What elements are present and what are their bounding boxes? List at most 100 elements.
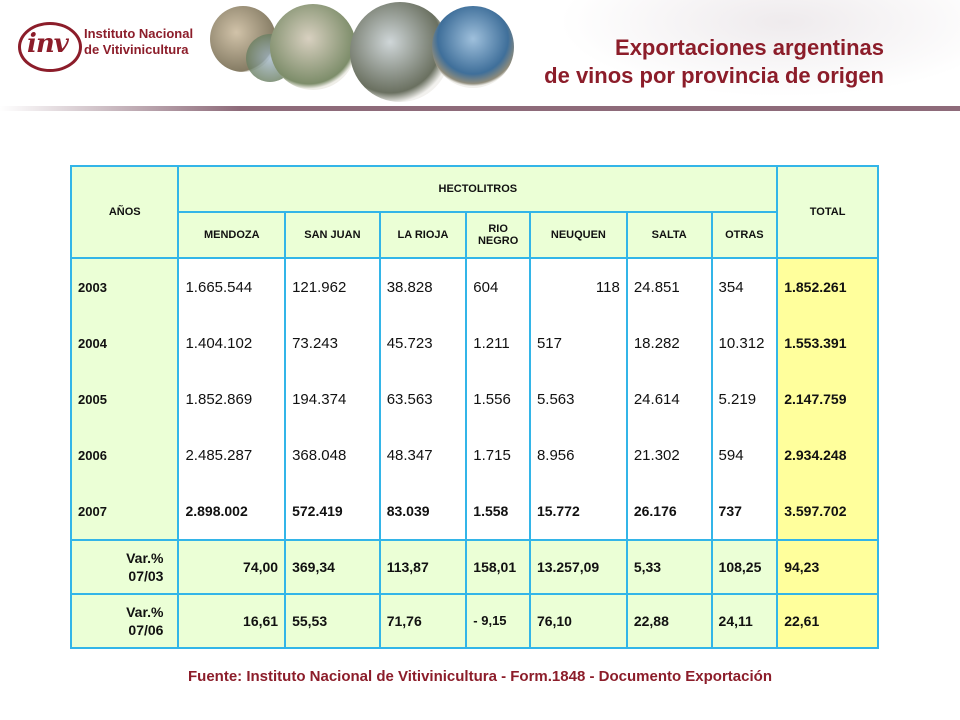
value-cell: 1.558: [465, 483, 531, 540]
variation-cell: 113,87: [378, 539, 468, 595]
value-cell: 354: [710, 258, 779, 315]
value-cell: 1.404.102: [177, 315, 287, 371]
inv-logo-mark: inv: [18, 22, 82, 72]
value-cell: 2.485.287: [177, 427, 287, 483]
value-cell: 24.851: [625, 258, 713, 315]
variation-cell: 24,11: [710, 593, 779, 649]
value-cell: 63.563: [378, 371, 468, 427]
total-cell: 2.934.248: [776, 427, 879, 483]
header-photo-collage: [210, 0, 540, 102]
value-cell: 24.614: [625, 371, 713, 427]
value-cell: 10.312: [710, 315, 779, 371]
variation-cell: 369,34: [284, 539, 381, 595]
variation-cell: 22,88: [625, 593, 713, 649]
exports-table: AÑOS HECTOLITROS TOTAL MENDOZA SAN JUAN …: [69, 165, 879, 649]
source-note: Fuente: Instituto Nacional de Vitivinicu…: [188, 668, 772, 685]
header-total: TOTAL: [776, 165, 879, 259]
header-otras: OTRAS: [710, 211, 779, 259]
value-cell: 572.419: [284, 483, 381, 540]
value-cell: 368.048: [284, 427, 381, 483]
variation-label-line-1: Var.%: [126, 604, 164, 620]
header-rio-negro: RIO NEGRO: [465, 211, 531, 259]
logo-mark-text: inv: [27, 29, 69, 59]
variation-row: Var.% 07/06 16,61 55,53 71,76 - 9,15 76,…: [69, 593, 879, 649]
table-row: 2005 1.852.869 194.374 63.563 1.556 5.56…: [69, 371, 879, 427]
value-cell: 45.723: [378, 315, 468, 371]
value-cell: 83.039: [378, 483, 468, 540]
variation-total-cell: 22,61: [776, 593, 879, 649]
value-cell: 15.772: [528, 483, 628, 540]
header-years: AÑOS: [69, 165, 180, 259]
header-row-1: AÑOS HECTOLITROS TOTAL: [69, 165, 879, 259]
variation-row: Var.% 07/03 74,00 369,34 113,87 158,01 1…: [69, 539, 879, 595]
variation-cell: 71,76: [378, 593, 468, 649]
title-divider-fade: [0, 106, 240, 111]
variation-total-cell: 94,23: [776, 539, 879, 595]
title-line-2: de vinos por provincia de origen: [544, 63, 884, 88]
variation-cell: 76,10: [528, 593, 628, 649]
value-cell: 38.828: [378, 258, 468, 315]
variation-cell: 158,01: [465, 539, 531, 595]
logo-text: Instituto Nacional de Vitivinicultura: [84, 26, 193, 58]
value-cell: 118: [528, 258, 628, 315]
value-cell: 594: [710, 427, 779, 483]
value-cell: 517: [528, 315, 628, 371]
value-cell: 8.956: [528, 427, 628, 483]
value-cell: 1.715: [465, 427, 531, 483]
value-cell: 73.243: [284, 315, 381, 371]
total-cell: 3.597.702: [776, 483, 879, 540]
vineyard-photo-5: [432, 6, 514, 88]
logo-line-1: Instituto Nacional: [84, 26, 194, 41]
value-cell: 604: [465, 258, 531, 315]
value-cell: 26.176: [625, 483, 713, 540]
total-cell: 2.147.759: [776, 371, 879, 427]
inv-logo: inv Instituto Nacional de Vitivinicultur…: [12, 14, 212, 74]
variation-cell: 5,33: [625, 539, 713, 595]
value-cell: 5.563: [528, 371, 628, 427]
vineyard-photo-3: [270, 4, 356, 90]
variation-label-line-2: 07/06: [128, 622, 164, 638]
header-neuquen: NEUQUEN: [528, 211, 628, 259]
year-cell: 2007: [69, 483, 180, 540]
title-divider: [0, 106, 960, 111]
variation-cell: 16,61: [177, 593, 287, 649]
value-cell: 2.898.002: [177, 483, 287, 540]
value-cell: 121.962: [284, 258, 381, 315]
value-cell: 18.282: [625, 315, 713, 371]
value-cell: 5.219: [710, 371, 779, 427]
value-cell: 1.852.869: [177, 371, 287, 427]
title-line-1: Exportaciones argentinas: [615, 35, 884, 60]
variation-cell: 108,25: [710, 539, 779, 595]
header-row-2: MENDOZA SAN JUAN LA RIOJA RIO NEGRO NEUQ…: [71, 211, 878, 259]
total-cell: 1.852.261: [776, 258, 879, 315]
year-cell: 2003: [69, 258, 180, 315]
variation-cell: 13.257,09: [528, 539, 628, 595]
logo-line-2: de Vitivinicultura: [84, 42, 189, 57]
table-row: 2004 1.404.102 73.243 45.723 1.211 517 1…: [69, 315, 879, 371]
variation-label-line-1: Var.%: [126, 550, 164, 566]
variation-cell: 74,00: [177, 539, 287, 595]
leaf-watermark: [520, 0, 960, 110]
table-row: 2006 2.485.287 368.048 48.347 1.715 8.95…: [69, 427, 879, 483]
header-mendoza: MENDOZA: [177, 211, 287, 259]
table-row: 2003 1.665.544 121.962 38.828 604 118 24…: [69, 258, 879, 315]
variation-cell: 55,53: [284, 593, 381, 649]
table-row: 2007 2.898.002 572.419 83.039 1.558 15.7…: [69, 483, 879, 540]
variation-label: Var.% 07/03: [69, 539, 180, 595]
header-la-rioja: LA RIOJA: [378, 211, 468, 259]
variation-label-line-2: 07/03: [128, 568, 164, 584]
header-san-juan: SAN JUAN: [284, 211, 381, 259]
total-cell: 1.553.391: [776, 315, 879, 371]
value-cell: 1.556: [465, 371, 531, 427]
value-cell: 1.211: [465, 315, 531, 371]
value-cell: 1.665.544: [177, 258, 287, 315]
header-hectolitros: HECTOLITROS: [177, 165, 779, 213]
value-cell: 194.374: [284, 371, 381, 427]
year-cell: 2005: [69, 371, 180, 427]
header-salta: SALTA: [625, 211, 713, 259]
value-cell: 21.302: [625, 427, 713, 483]
variation-label: Var.% 07/06: [69, 593, 180, 649]
year-cell: 2006: [69, 427, 180, 483]
page-title: Exportaciones argentinas de vinos por pr…: [544, 34, 884, 90]
value-cell: 48.347: [378, 427, 468, 483]
